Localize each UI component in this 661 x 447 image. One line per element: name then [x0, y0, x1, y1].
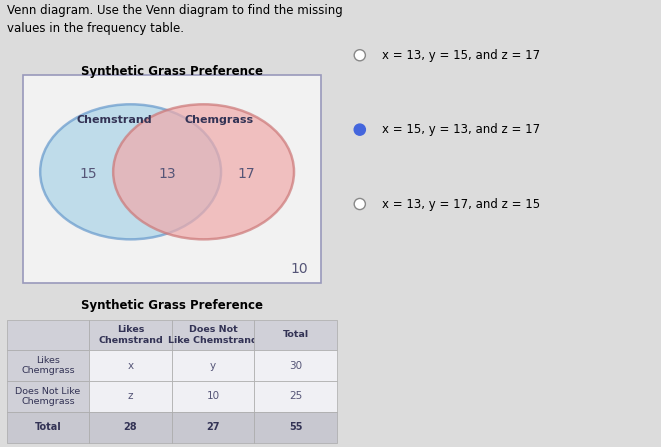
Text: Synthetic Grass Preference: Synthetic Grass Preference	[81, 299, 263, 312]
Text: x = 13, y = 15, and z = 17: x = 13, y = 15, and z = 17	[383, 49, 541, 62]
Text: Synthetic Grass Preference: Synthetic Grass Preference	[81, 65, 263, 78]
Text: Venn diagram. Use the Venn diagram to find the missing
values in the frequency t: Venn diagram. Use the Venn diagram to fi…	[7, 4, 342, 35]
Text: 15: 15	[79, 167, 97, 181]
Text: x = 13, y = 17, and z = 15: x = 13, y = 17, and z = 15	[383, 198, 541, 211]
Circle shape	[113, 104, 294, 239]
Circle shape	[40, 104, 221, 239]
Ellipse shape	[354, 124, 366, 135]
Text: x = 15, y = 13, and z = 17: x = 15, y = 13, and z = 17	[383, 123, 541, 136]
Ellipse shape	[354, 50, 366, 61]
Ellipse shape	[354, 198, 366, 210]
Text: 17: 17	[237, 167, 255, 181]
FancyBboxPatch shape	[22, 75, 321, 283]
Text: Chemstrand: Chemstrand	[77, 115, 153, 125]
Text: Chemgrass: Chemgrass	[185, 115, 254, 125]
Text: 13: 13	[158, 167, 176, 181]
Text: 10: 10	[290, 262, 307, 276]
